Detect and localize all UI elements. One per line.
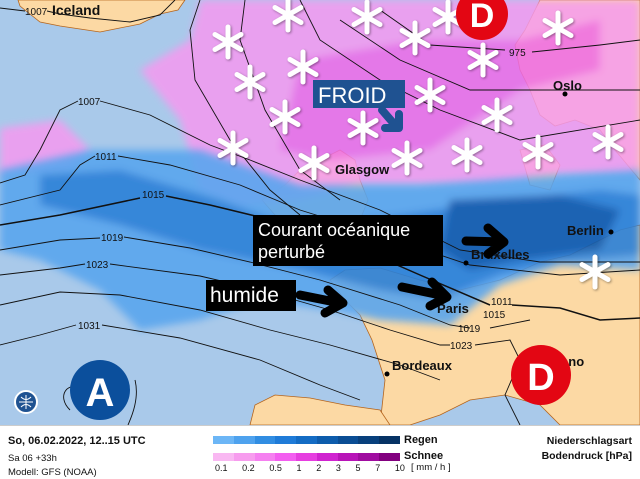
rain-color-swatch [358, 436, 380, 444]
high-pressure-label: A [86, 371, 115, 415]
isobar-label: 1031 [78, 321, 101, 332]
snow-color-scale [213, 453, 401, 461]
snow-color-swatch [296, 453, 317, 461]
forecast-run: Sa 06 +33h [8, 453, 57, 464]
isobar-label: 1007 [78, 97, 101, 108]
label-oslo: Oslo [553, 78, 582, 93]
isobar-label: 1011 [95, 152, 117, 163]
snow-color-swatch [358, 453, 380, 461]
label-paris: Paris [437, 301, 469, 316]
iceland-land [17, 0, 186, 33]
froid-label: FROID [318, 83, 386, 108]
arrow-icon [461, 223, 509, 259]
snow-color-swatch [379, 453, 401, 461]
snow-color-swatch [254, 453, 276, 461]
label-bordeaux: Bordeaux [392, 358, 453, 373]
humide-label: humide [210, 284, 279, 307]
snow-color-swatch [337, 453, 359, 461]
snow-label: Schnee [404, 450, 444, 462]
rain-color-swatch [275, 436, 297, 444]
low-pressure-label: D [470, 0, 495, 35]
high-pressure-marker [70, 360, 130, 420]
label-glasgow: Glasgow [335, 162, 390, 177]
scale-ticks: 0.1 0.2 0.5 1 2 3 5 7 10 [215, 463, 405, 473]
pressure-centers: D D A [70, 0, 571, 420]
rain-color-swatch [296, 436, 317, 444]
unit-label: [ mm / h ] [411, 462, 451, 473]
snow-color-swatch [275, 453, 297, 461]
city-dot [562, 91, 568, 97]
isobar-label: 975 [509, 48, 526, 59]
city-dot [463, 260, 469, 266]
spain-land [249, 394, 391, 425]
legend-title-pressure: Bodendruck [hPa] [541, 450, 632, 462]
courant-annotation: Courant océanique perturbé [253, 215, 443, 266]
humide-annotation: humide [206, 280, 296, 311]
snow-color-swatch [316, 453, 338, 461]
legend: So, 06.02.2022, 12..15 UTC Sa 06 +33h Mo… [0, 425, 640, 479]
city-dot [384, 371, 390, 377]
isobar-label: 1007 [25, 7, 48, 18]
arrows [295, 223, 509, 318]
rain-color-swatch [213, 436, 234, 444]
city-dot [608, 229, 614, 235]
tick-label: 1 [296, 463, 302, 473]
rain-color-swatch [316, 436, 338, 444]
courant-label-line1: Courant océanique [258, 220, 410, 240]
isobar-label: 1019 [458, 324, 481, 335]
forecast-date: So, 06.02.2022, 12..15 UTC [8, 435, 146, 447]
rain-color-swatch [337, 436, 359, 444]
courant-label-line2: perturbé [258, 242, 325, 262]
arrow-icon [397, 277, 452, 311]
tick-label: 5 [355, 463, 361, 473]
tick-label: 0.2 [242, 463, 255, 473]
weather-map: 1007 1007 1011 1015 1019 1023 1031 975 1… [0, 0, 640, 425]
isobar-label: 1015 [142, 190, 165, 201]
snow-color-swatch [213, 453, 234, 461]
legend-title-precip: Niederschlagsart [546, 435, 632, 447]
isobar-label: 1015 [483, 310, 506, 321]
logo-icon [14, 390, 38, 414]
tick-label: 7 [375, 463, 381, 473]
tick-label: 2 [316, 463, 322, 473]
tick-label: 10 [394, 463, 405, 473]
tick-label: 0.1 [215, 463, 228, 473]
isobar-label: 1019 [101, 233, 124, 244]
isobar-labels: 1007 1007 1011 1015 1019 1023 1031 975 1… [25, 7, 526, 352]
tick-label: 0.5 [269, 463, 282, 473]
tick-label: 3 [335, 463, 341, 473]
arrow-down-right-icon [378, 106, 403, 132]
isobar-label: 1023 [86, 260, 109, 271]
isobar-label: 1023 [450, 341, 473, 352]
arrow-icon [295, 285, 348, 318]
label-iceland: Iceland [52, 2, 100, 18]
rain-color-swatch [254, 436, 276, 444]
low-pressure-label: D [527, 357, 554, 399]
froid-box [313, 80, 405, 108]
rain-label: Regen [404, 434, 438, 446]
low-pressure-marker [456, 0, 508, 40]
rain-color-swatch [379, 436, 401, 444]
froid-annotation: FROID [313, 80, 405, 132]
low-pressure-marker [511, 345, 571, 405]
isobar-label: 1011 [491, 297, 513, 308]
label-berlin: Berlin [567, 223, 604, 238]
rain-color-scale [213, 436, 401, 444]
model-name: Modell: GFS (NOAA) [8, 467, 97, 478]
snow-color-swatch [233, 453, 255, 461]
rain-color-swatch [233, 436, 255, 444]
